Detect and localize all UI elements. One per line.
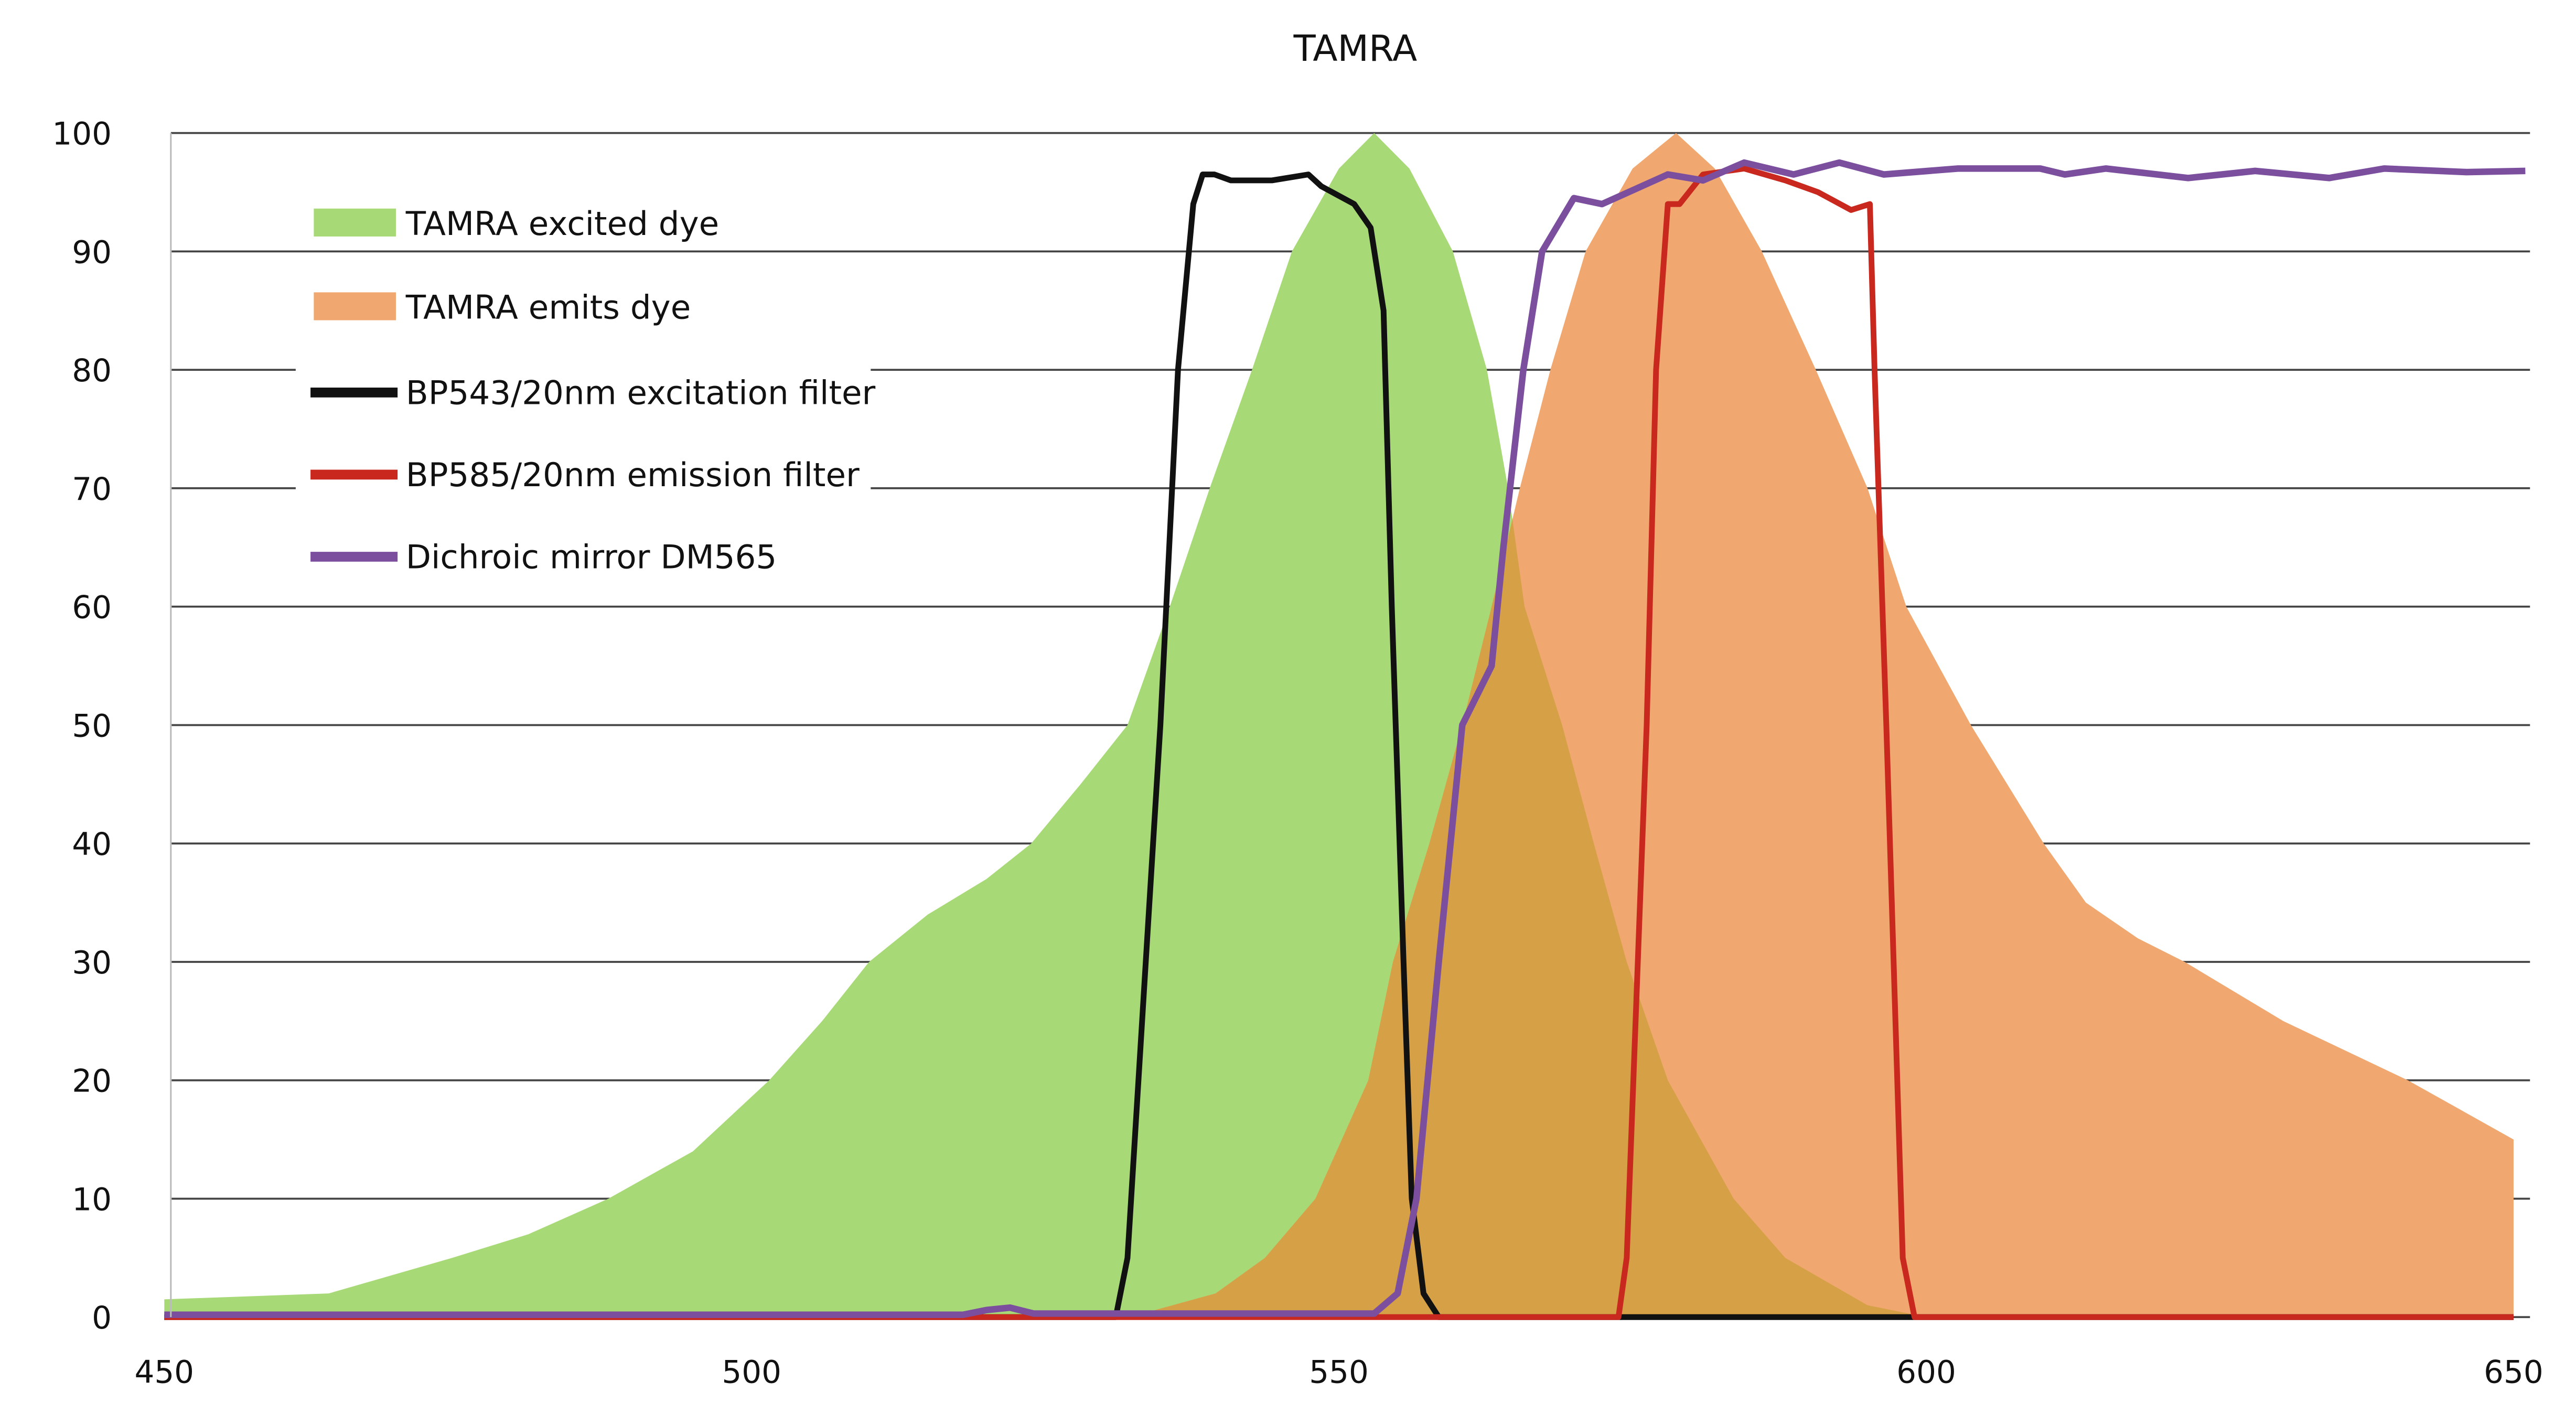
excitation-filter-line	[164, 172, 2514, 1320]
x-tick-label: 500	[722, 1355, 781, 1391]
legend-swatch	[310, 387, 398, 398]
legend-label: BP585/20nm emission filter	[406, 456, 860, 494]
x-tick-label: 450	[134, 1355, 194, 1391]
legend-label: TAMRA excited dye	[405, 205, 719, 243]
legend-swatch	[310, 552, 398, 562]
x-axis-ticks: 450 500 550 600 650	[134, 1355, 2543, 1391]
x-tick-label: 600	[1896, 1355, 1956, 1391]
y-tick-label: 20	[72, 1064, 112, 1100]
x-tick-label: 650	[2484, 1355, 2543, 1391]
area-series	[164, 133, 2514, 1317]
legend-label: Dichroic mirror DM565	[406, 538, 777, 576]
y-tick-label: 80	[72, 353, 112, 389]
x-tick-label: 550	[1309, 1355, 1369, 1391]
legend-label: TAMRA emits dye	[405, 288, 691, 326]
chart-title: TAMRA	[1293, 28, 1418, 70]
y-tick-label: 0	[92, 1300, 112, 1336]
y-tick-label: 40	[72, 827, 112, 863]
y-tick-label: 50	[72, 708, 112, 744]
y-tick-label: 10	[72, 1182, 112, 1218]
y-tick-label: 60	[72, 590, 112, 626]
line-series	[164, 159, 2526, 1320]
legend-swatch	[314, 292, 396, 320]
y-tick-label: 90	[72, 234, 112, 271]
y-tick-label: 70	[72, 472, 112, 508]
y-tick-label: 100	[52, 116, 112, 153]
legend-swatch	[314, 208, 396, 237]
excited-dye-area	[164, 133, 2514, 1317]
y-axis-ticks: 0 10 20 30 40 50 60 70 80 90 100	[52, 116, 112, 1337]
legend-swatch	[310, 469, 398, 480]
emission-filter-line	[164, 165, 2514, 1320]
legend-label: BP543/20nm excitation filter	[406, 373, 876, 412]
legend: TAMRA excited dye TAMRA emits dye BP543/20…	[295, 205, 876, 583]
y-tick-label: 30	[72, 945, 112, 981]
dichroic-mirror-line	[164, 159, 2526, 1319]
